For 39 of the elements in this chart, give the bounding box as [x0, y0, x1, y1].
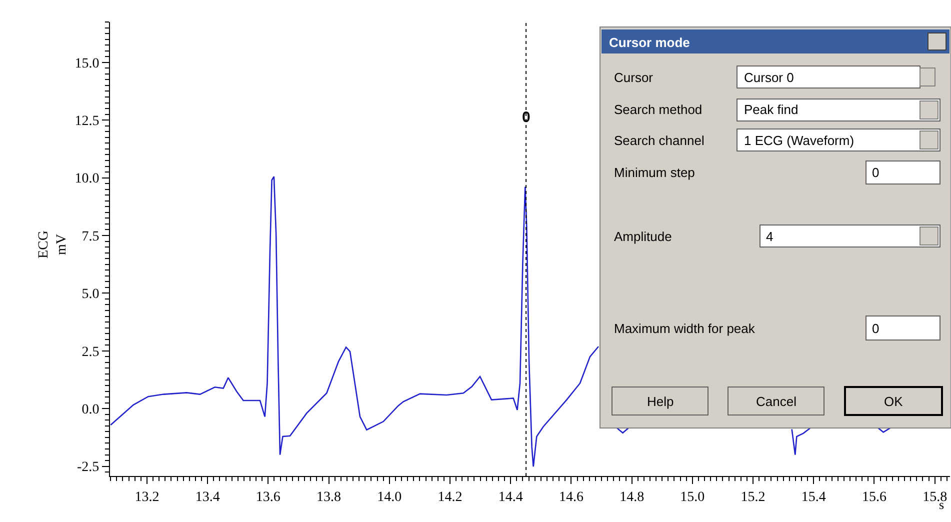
x-tick-label: 13.2 — [134, 490, 160, 505]
y-tick-label: 15.0 — [74, 56, 100, 72]
annotation: Help — [647, 394, 674, 409]
annotation: Peak find — [744, 102, 798, 117]
annotation: 0 — [872, 321, 880, 336]
y-tick-label: 7.5 — [82, 229, 100, 244]
x-tick-label: 15.4 — [801, 490, 826, 505]
x-tick-label: 15.2 — [740, 490, 766, 505]
y-tick-label: 12.5 — [74, 114, 100, 129]
x-tick-label: 13.6 — [256, 490, 280, 505]
annotation: OK — [884, 394, 904, 409]
y-tick-label: 2.5 — [82, 344, 100, 360]
annotation: 0 — [522, 109, 530, 126]
x-tick-label: 14.6 — [558, 490, 584, 505]
y-tick-label: 10.0 — [74, 172, 100, 187]
annotation: Maximum width for peak — [614, 321, 756, 336]
annotation: Search channel — [614, 133, 704, 148]
x-tick-label: 15.0 — [680, 490, 705, 505]
annotation: Amplitude — [614, 229, 672, 244]
annotation: Minimum step — [614, 165, 695, 180]
x-tick-label: 14.2 — [438, 490, 462, 505]
annotation: Cancel — [756, 394, 797, 409]
annotation: Cursor 0 — [744, 70, 794, 85]
y-tick-label: 0.0 — [82, 402, 100, 418]
annotation: 1 ECG (Waveform) — [744, 133, 854, 148]
x-tick-label: 13.4 — [195, 490, 220, 505]
annotation: 4 — [766, 229, 774, 244]
x-tick-label: 15.6 — [862, 490, 886, 505]
annotation: Search method — [614, 102, 702, 117]
x-tick-label: 14.0 — [377, 490, 402, 505]
x-tick-label: 14.4 — [498, 490, 523, 505]
annotation: Cursor mode — [609, 35, 690, 50]
x-tick-label: 13.8 — [316, 490, 342, 505]
y-axis-title: ECG mV — [36, 230, 70, 258]
annotation: Cursor — [614, 70, 654, 85]
y-tick-label: -2.5 — [77, 460, 100, 476]
y-tick-label: 5.0 — [82, 287, 100, 302]
x-tick-label: 14.8 — [620, 490, 644, 505]
annotation: 0 — [872, 165, 880, 180]
